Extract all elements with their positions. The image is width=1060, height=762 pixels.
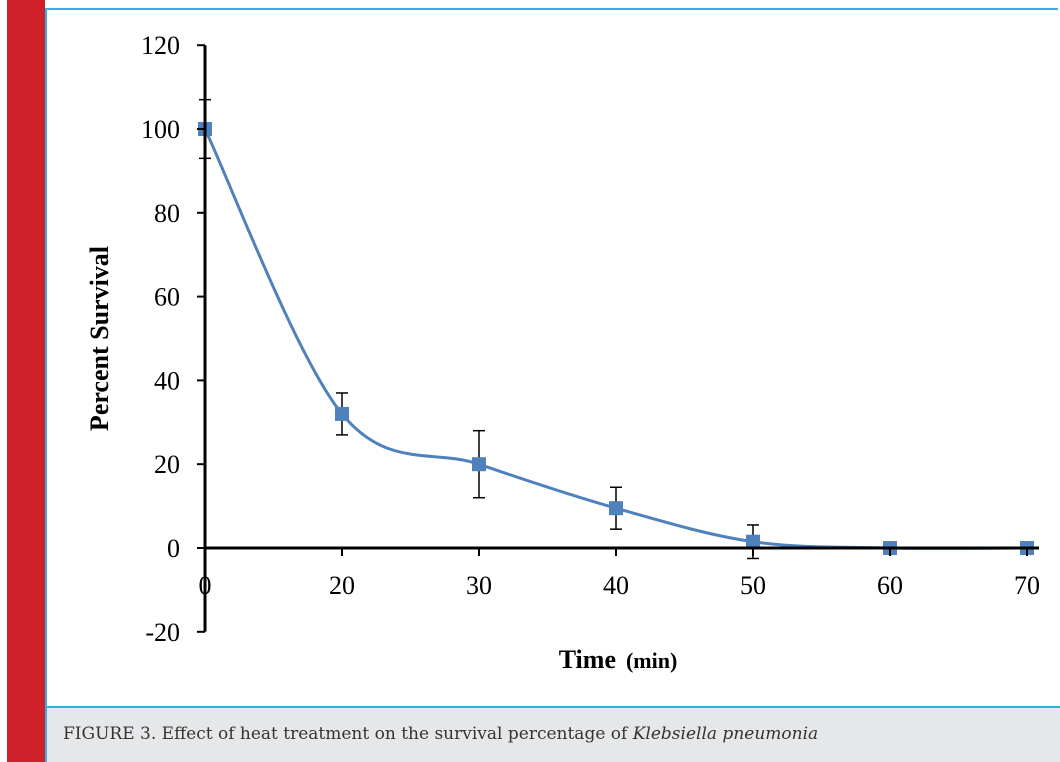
data-point-marker xyxy=(746,534,760,549)
caption-organism: Klebsiella pneumonia xyxy=(632,724,819,744)
y-tick-label: 40 xyxy=(154,366,180,395)
data-point-marker xyxy=(609,501,623,516)
y-tick-label: 0 xyxy=(167,534,180,563)
y-tick-label: 20 xyxy=(154,450,180,479)
x-axis-title-main: Time xyxy=(559,645,616,674)
x-axis-title-unit: (min) xyxy=(626,648,677,673)
y-axis-ticks: -20 0 20 40 60 80 100 120 xyxy=(141,31,205,647)
y-tick-label: 120 xyxy=(141,31,180,60)
data-point-marker xyxy=(472,457,486,472)
x-tick-label: 60 xyxy=(877,571,903,600)
left-accent-bar xyxy=(7,0,45,762)
error-bars xyxy=(199,98,759,560)
x-tick-label: 40 xyxy=(603,571,629,600)
y-axis-title: Percent Survival xyxy=(85,246,114,431)
y-tick-label: -20 xyxy=(145,618,180,647)
x-tick-label: 50 xyxy=(740,571,766,600)
x-axis-ticks: 0 20 30 40 50 60 70 xyxy=(199,548,1040,600)
caption-text: FIGURE 3. Effect of heat treatment on th… xyxy=(63,724,633,744)
data-point-marker xyxy=(335,406,349,421)
x-tick-label: 30 xyxy=(466,571,492,600)
x-tick-label: 0 xyxy=(199,571,212,600)
x-tick-label: 20 xyxy=(329,571,355,600)
y-tick-label: 80 xyxy=(154,199,180,228)
series-line xyxy=(203,128,1028,550)
figure-frame xyxy=(45,8,1058,762)
x-axis-title: Time (min) xyxy=(559,645,678,674)
y-tick-label: 60 xyxy=(154,283,180,312)
x-tick-label: 70 xyxy=(1014,571,1040,600)
figure-caption: FIGURE 3. Effect of heat treatment on th… xyxy=(47,706,1060,762)
survival-chart: -20 0 20 40 60 80 100 120 0 20 30 40 50 60 70 Percent… xyxy=(85,31,1040,674)
y-tick-label: 100 xyxy=(141,115,180,144)
